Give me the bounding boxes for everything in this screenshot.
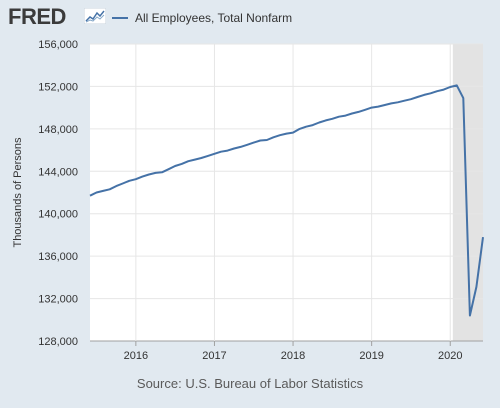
chart-canvas: 128,000 132,000 136,000 140,000 144,000 148,0… (12, 39, 484, 362)
y-axis-ticks: 128,000 132,000 136,000 140,000 144,000 148,0… (38, 39, 78, 348)
y-tick-label: 148,000 (38, 124, 78, 136)
x-tick-label: 2018 (281, 350, 305, 362)
legend-label[interactable]: All Employees, Total Nonfarm (135, 11, 293, 25)
y-tick-label: 136,000 (38, 251, 78, 263)
legend: All Employees, Total Nonfarm (112, 9, 292, 27)
sparkline-chart-icon (84, 8, 106, 24)
x-tick-label: 2017 (202, 350, 226, 362)
y-tick-label: 140,000 (38, 209, 78, 221)
chart-header: FRED All Employees, Total Nonfarm (0, 0, 500, 36)
plot-area (90, 44, 483, 341)
y-tick-label: 156,000 (38, 39, 78, 51)
series-line[interactable] (89, 84, 484, 317)
y-axis-label: Thousands of Persons (12, 137, 24, 248)
grid-lines (90, 43, 483, 342)
x-tick-label: 2019 (359, 350, 383, 362)
x-axis-ticks: 2016 2017 2018 2019 2020 (124, 341, 462, 362)
y-tick-label: 132,000 (38, 294, 78, 306)
recession-shading (452, 44, 483, 341)
y-tick-label: 128,000 (38, 336, 78, 348)
legend-swatch (112, 17, 128, 19)
x-tick-label: 2016 (124, 350, 148, 362)
source-note: Source: U.S. Bureau of Labor Statistics (136, 376, 364, 391)
y-tick-label: 152,000 (38, 81, 78, 93)
fred-logo[interactable]: FRED (8, 4, 66, 29)
x-tick-label: 2020 (438, 350, 462, 362)
y-tick-label: 144,000 (38, 166, 78, 178)
